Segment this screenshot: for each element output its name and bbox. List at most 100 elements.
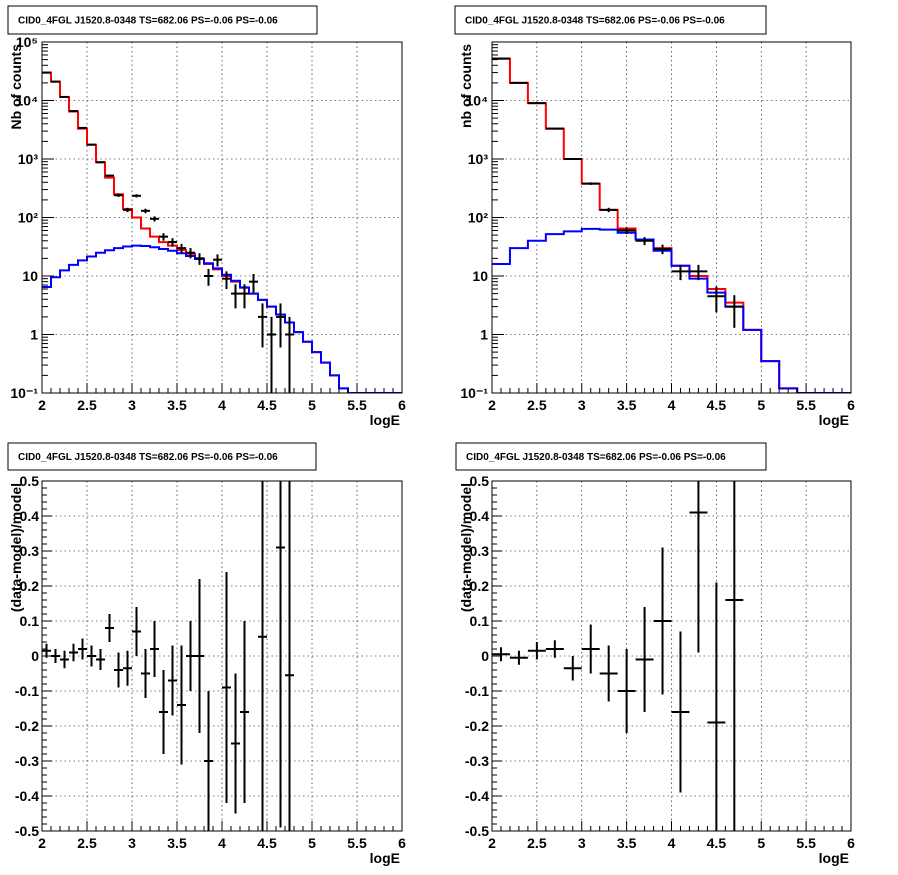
- x-tick-label: 3: [578, 835, 586, 851]
- grid-lines: [42, 42, 402, 393]
- y-tick-label: 0.1: [470, 613, 490, 629]
- data-point: [132, 607, 141, 656]
- data-point: [168, 238, 177, 247]
- data-point: [114, 652, 123, 688]
- data-point: [231, 284, 240, 309]
- data-point: [492, 647, 510, 662]
- data-point: [177, 645, 186, 765]
- x-tick-label: 4.5: [257, 835, 277, 851]
- data-point: [60, 650, 69, 669]
- x-axis-label: logE: [370, 850, 400, 866]
- y-tick-label: -0.2: [465, 718, 489, 734]
- chart-panel-4: 2 2.5 3 3.5 4 4.5 5 5.5 6logE-0.5-0.4-0.3-0.2-0.…: [455, 442, 855, 866]
- data-point: [276, 481, 285, 828]
- y-tick-label: -0.4: [465, 788, 489, 804]
- y-tick-label: -0.5: [15, 823, 39, 839]
- y-axis: -0.5 -0.4 -0.3 -0.2 -0.1 0 0.1 0.2 0.3 0.4 0.5(dat…: [8, 473, 52, 839]
- x-tick-label: 3.5: [617, 397, 637, 413]
- y-axis-label: Nb of counts: [8, 44, 24, 130]
- data-point: [42, 643, 51, 658]
- x-tick-label: 2: [38, 835, 46, 851]
- x-tick-label: 5.5: [347, 835, 367, 851]
- data-point: [653, 547, 672, 695]
- y-tick-label: 0.3: [470, 543, 490, 559]
- data-point: [617, 649, 636, 733]
- data-point: [195, 579, 204, 733]
- data-point: [123, 650, 132, 686]
- chart-title: CID0_4FGL J1520.8-0348 TS=682.06 PS=-0.0…: [466, 452, 726, 463]
- x-tick-label: 2.5: [527, 835, 547, 851]
- x-tick-label: 4: [668, 835, 676, 851]
- x-tick-label: 4: [218, 835, 226, 851]
- y-tick-label: -0.5: [465, 823, 489, 839]
- x-tick-label: 2.5: [527, 397, 547, 413]
- data-point: [545, 127, 564, 130]
- x-tick-label: 4.5: [707, 835, 727, 851]
- data-point: [105, 174, 114, 177]
- chart-title: CID0_4FGL J1520.8-0348 TS=682.06 PS=-0.0…: [18, 452, 278, 463]
- data-point: [150, 621, 159, 677]
- y-tick-label: 10⁻¹: [460, 385, 488, 401]
- data-point: [689, 264, 708, 281]
- y-tick-label: 0.3: [20, 543, 40, 559]
- data-point: [204, 691, 213, 831]
- y-tick-label: 0.5: [20, 473, 40, 489]
- data-point: [599, 645, 618, 702]
- data-point: [249, 274, 258, 293]
- y-tick-label: 0: [31, 648, 39, 664]
- data-point: [581, 182, 600, 185]
- y-axis-label: (data-model)/model: [458, 483, 474, 612]
- data-point: [96, 649, 105, 670]
- grid-lines: [492, 481, 851, 831]
- y-tick-label: 0.2: [20, 578, 40, 594]
- data-point: [105, 614, 114, 642]
- y-tick-label: -0.4: [15, 788, 39, 804]
- x-tick-label: 4.5: [707, 397, 727, 413]
- data-point: [195, 253, 204, 265]
- data-point: [258, 303, 267, 348]
- x-tick-label: 5: [308, 397, 316, 413]
- y-tick-label: 10⁴: [16, 93, 39, 109]
- data-point: [186, 621, 195, 691]
- data-point: [240, 621, 249, 803]
- data-point: [527, 642, 546, 660]
- x-tick-label: 3.5: [167, 397, 187, 413]
- y-tick-label: 10⁴: [466, 93, 489, 109]
- y-tick-label: -0.3: [15, 753, 39, 769]
- data-point: [285, 481, 294, 831]
- x-tick-label: 2.5: [77, 835, 97, 851]
- plot-area: [492, 57, 851, 393]
- data-point: [222, 271, 231, 289]
- plot-area: [42, 481, 294, 831]
- data-point: [159, 670, 168, 754]
- histogram-series-2: [42, 244, 402, 393]
- data-point: [635, 237, 654, 246]
- grid-lines: [42, 481, 402, 831]
- data-point: [51, 649, 60, 663]
- x-tick-label: 6: [398, 397, 406, 413]
- histogram-series-2: [492, 227, 851, 393]
- data-point: [545, 640, 564, 658]
- data-point: [617, 227, 636, 234]
- title-box: [455, 442, 767, 471]
- data-point: [276, 303, 285, 348]
- x-tick-label: 2: [488, 835, 496, 851]
- title-box: [454, 5, 767, 35]
- data-point: [114, 193, 123, 197]
- data-point: [707, 286, 726, 313]
- data-point: [141, 208, 150, 214]
- y-tick-label: -0.1: [15, 683, 39, 699]
- data-point: [204, 268, 213, 286]
- data-point: [509, 650, 528, 665]
- x-tick-label: 6: [398, 835, 406, 851]
- y-tick-label: 10³: [468, 151, 489, 167]
- data-point: [141, 649, 150, 698]
- data-point: [285, 316, 294, 393]
- chart-title: CID0_4FGL J1520.8-0348 TS=682.06 PS=-0.0…: [18, 16, 278, 27]
- x-axis-label: logE: [370, 412, 400, 428]
- y-tick-label: 10³: [18, 151, 39, 167]
